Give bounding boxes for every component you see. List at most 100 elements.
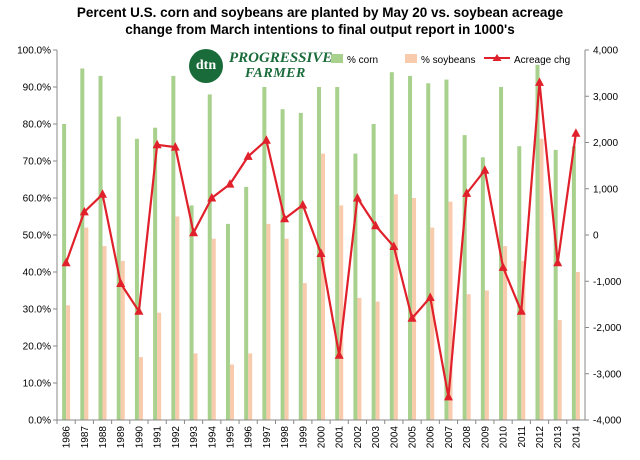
x-tick-label: 2000 — [317, 426, 328, 449]
bar-soybeans — [175, 216, 180, 420]
x-tick-label: 2004 — [389, 426, 400, 449]
bar-soybeans — [375, 301, 380, 420]
bar-soybeans — [229, 364, 234, 420]
bar-soybeans — [575, 272, 580, 420]
legend-label-corn: % corn — [347, 55, 378, 66]
acreage-chg-point — [280, 213, 290, 223]
bar-soybeans — [120, 260, 125, 420]
bar-soybeans — [448, 201, 453, 420]
acreage-chg-point — [480, 165, 490, 174]
left-tick-label: 20.0% — [23, 342, 51, 353]
bar-corn — [153, 127, 158, 420]
bar-corn — [462, 135, 467, 420]
x-tick-label: 2009 — [480, 426, 491, 449]
left-tick-label: 100.0% — [17, 46, 51, 57]
acreage-chg-point — [116, 278, 126, 288]
right-tick-label: 1,000 — [593, 184, 618, 195]
acreage-chg-point — [243, 151, 253, 160]
bar-corn — [571, 146, 576, 420]
acreage-chg-point — [371, 220, 381, 230]
bar-corn — [535, 64, 540, 421]
labels-layer: 0.0% 10.0% 20.0% 30.0% 40.0% 50.0% 60.0% 70.0% 8… — [17, 46, 622, 449]
acreage-chg-point — [170, 142, 180, 151]
right-tick-label: -4,000 — [593, 416, 622, 427]
bar-soybeans — [102, 246, 107, 420]
bar-corn — [408, 75, 413, 421]
bar-soybeans — [157, 312, 162, 420]
chart-title: Percent U.S. corn and soybeans are plant… — [0, 4, 640, 38]
left-tick-label: 80.0% — [23, 120, 51, 131]
x-tick-label: 2012 — [535, 426, 546, 449]
chart-title-line-1: Percent U.S. corn and soybeans are plant… — [76, 5, 564, 20]
acreage-chg-point — [189, 227, 199, 237]
acreage-chg-point — [225, 179, 235, 188]
bar-soybeans — [393, 194, 398, 420]
bar-soybeans — [84, 227, 89, 420]
x-tick-label: 2002 — [353, 426, 364, 449]
bar-soybeans — [484, 290, 489, 420]
bar-soybeans — [284, 238, 289, 420]
acreage-chg-point — [516, 306, 526, 315]
legend-marker-acreage — [492, 54, 502, 61]
bar-corn — [335, 87, 340, 420]
left-tick-label: 0.0% — [28, 416, 51, 427]
bar-corn — [98, 75, 103, 421]
bar-soybeans — [539, 138, 544, 421]
x-tick-label: 1986 — [62, 426, 73, 449]
x-tick-label: 1994 — [207, 426, 218, 449]
bar-soybeans — [430, 227, 435, 420]
axes-layer — [53, 49, 589, 424]
right-tick-label: 4,000 — [593, 46, 618, 57]
bar-corn — [134, 138, 139, 421]
x-tick-label: 1991 — [153, 426, 164, 449]
right-tick-label: -3,000 — [593, 369, 622, 380]
x-tick-label: 2006 — [426, 426, 437, 449]
bar-soybeans — [302, 283, 307, 420]
bar-soybeans — [466, 294, 471, 420]
x-tick-label: 2003 — [371, 426, 382, 449]
bar-corn — [444, 79, 449, 420]
bar-corn — [371, 124, 376, 420]
bar-corn — [80, 68, 85, 420]
acreage-chg-point — [352, 193, 362, 202]
bar-soybeans — [211, 238, 216, 420]
acreage-chg-point — [498, 262, 508, 271]
bar-corn — [480, 157, 485, 421]
bar-soybeans — [557, 320, 562, 420]
acreage-chg-point — [261, 135, 271, 144]
bar-soybeans — [412, 198, 417, 420]
x-tick-label: 1988 — [98, 426, 109, 449]
x-tick-label: 2010 — [499, 426, 510, 449]
x-tick-label: 2001 — [335, 426, 346, 449]
dtn-logo-icon: dtn — [189, 49, 223, 83]
left-tick-label: 60.0% — [23, 194, 51, 205]
x-tick-label: 2007 — [444, 426, 455, 449]
acreage-chg-point — [553, 257, 563, 267]
legend-swatch-corn — [331, 54, 343, 63]
left-tick-label: 90.0% — [23, 83, 51, 94]
right-tick-label: 0 — [593, 231, 599, 242]
acreage-chg-point — [207, 193, 217, 202]
line-layer — [61, 77, 581, 401]
bar-soybeans — [193, 353, 198, 420]
x-tick-label: 2013 — [553, 426, 564, 449]
bar-corn — [62, 124, 67, 420]
bar-soybeans — [521, 260, 526, 420]
x-tick-label: 2011 — [517, 426, 528, 448]
right-tick-label: 2,000 — [593, 138, 618, 149]
x-tick-label: 1993 — [189, 426, 200, 449]
logo-text-farmer: FARMER — [245, 66, 306, 81]
bar-corn — [316, 68, 321, 420]
x-tick-label: 1997 — [262, 426, 273, 449]
acreage-chg-point — [152, 139, 162, 149]
left-tick-label: 30.0% — [23, 305, 51, 316]
x-tick-label: 1996 — [244, 426, 255, 449]
bar-corn — [171, 75, 176, 421]
acreage-chg-point — [79, 206, 89, 216]
bars-layer — [62, 64, 580, 421]
bar-corn — [225, 223, 230, 420]
x-tick-label: 1990 — [134, 426, 145, 449]
logo-text-progressive: PROGRESSIVE — [229, 50, 333, 66]
x-tick-label: 1987 — [80, 426, 91, 449]
